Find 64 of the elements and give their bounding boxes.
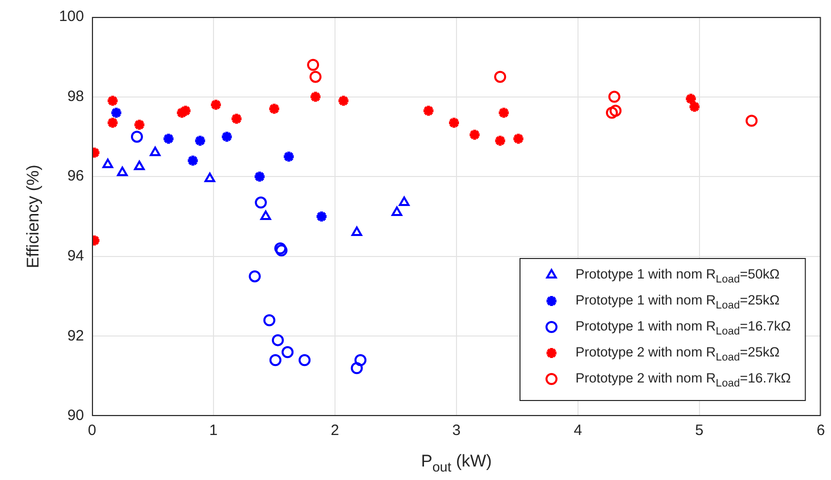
point [106,94,120,108]
point [150,146,160,156]
point [422,104,435,118]
point [254,196,267,209]
point [106,116,120,130]
point [310,70,322,83]
y-tick-label: 94 [67,248,84,265]
point [494,70,506,83]
x-tick-label: 2 [330,422,340,440]
point [392,206,402,216]
point [248,270,261,282]
y-tick-label: 98 [67,88,84,105]
point [209,98,222,112]
y-axis-title: Efficiency (%) [24,164,43,268]
point [263,314,276,326]
point [746,114,758,127]
point [610,104,622,117]
point [253,170,266,184]
point [102,158,114,168]
point [260,210,272,220]
x-tick-label: 0 [88,422,96,440]
point [186,154,200,168]
point [179,104,192,118]
point [117,166,128,176]
point [351,226,362,236]
y-tick-label: 96 [67,168,84,185]
point [497,106,510,120]
x-tick-label: 3 [452,422,461,440]
point [110,106,123,120]
point [175,106,188,120]
point [398,196,410,206]
point [130,130,143,143]
point [298,354,311,366]
point [309,90,322,104]
point [162,132,176,146]
point [282,346,294,358]
point [315,210,328,223]
point [272,334,284,346]
x-tick-label: 6 [816,422,825,440]
point [230,112,244,126]
x-tick-label: 4 [574,422,582,440]
point [132,118,146,132]
point [336,94,350,108]
point [268,102,281,116]
point [204,172,216,182]
x-tick-label: 1 [209,422,218,440]
point [134,160,145,170]
point [606,106,618,119]
point [194,134,207,148]
point [269,354,282,366]
y-tick-label: 92 [67,327,84,344]
y-tick-label: 100 [58,8,84,26]
point [494,134,507,148]
point [354,354,366,366]
point [608,90,620,103]
point [220,130,234,144]
x-tick-label: 5 [695,422,704,440]
point [307,58,320,71]
point [350,362,363,374]
point [468,128,482,142]
point [282,150,296,164]
point [512,132,525,146]
point [447,116,460,130]
y-tick-label: 90 [67,407,84,424]
